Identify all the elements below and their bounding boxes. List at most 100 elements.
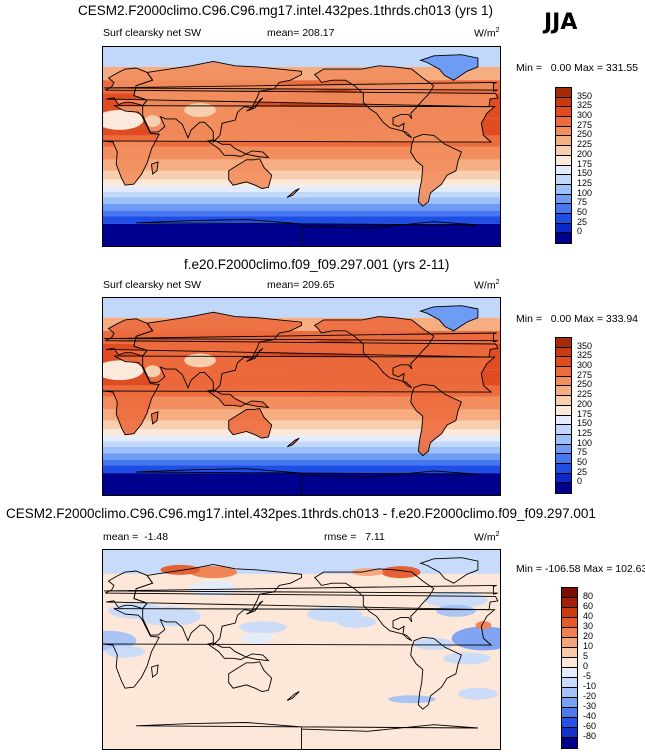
coastline-indonesia — [206, 642, 270, 662]
colorbar-tick-label: 25 — [577, 466, 588, 477]
land-fill-uk — [104, 333, 498, 342]
field-band — [103, 179, 500, 187]
colorbar-cell — [556, 117, 571, 127]
colorbar-cell — [562, 728, 577, 738]
anomaly-region — [436, 604, 476, 617]
colorbar-tick-label: 80 — [583, 591, 594, 601]
colorbar-tick-label: 20 — [583, 631, 594, 641]
field-band — [103, 420, 500, 430]
coastline-greenland — [419, 54, 479, 81]
colorbar-cell — [556, 213, 571, 224]
coastline-uk — [104, 332, 498, 343]
anomaly-region — [387, 695, 436, 704]
arabia-region — [144, 115, 161, 128]
colorbar-tick-label: 175 — [577, 158, 593, 169]
coastline-nz — [286, 691, 300, 701]
coastline-samer — [410, 636, 462, 710]
colorbar-tick-label: 275 — [577, 369, 593, 380]
colorbar-tick-label: 225 — [577, 389, 593, 400]
colorbar-cell — [562, 648, 577, 658]
panel2-units: W/m2 — [474, 279, 500, 292]
field-band — [103, 170, 500, 180]
land-fill-asia — [133, 61, 302, 143]
colorbar-cell — [562, 588, 577, 598]
coastline-japan — [246, 347, 264, 362]
field-band — [103, 191, 500, 198]
colorbar-tick-label: -40 — [583, 711, 597, 721]
colorbar-tick-label: -30 — [583, 701, 597, 711]
field-band — [103, 441, 500, 447]
colorbar-tick-label: 250 — [577, 129, 593, 140]
anomaly-region — [137, 606, 201, 627]
panel3-map — [102, 549, 501, 750]
coastline-uk — [104, 81, 498, 92]
anomaly-region — [241, 632, 274, 645]
colorbar-tick-label: -60 — [583, 721, 597, 731]
colorbar-tick-label: 150 — [577, 168, 593, 179]
field-band — [103, 453, 500, 460]
coastline-africa — [103, 355, 496, 436]
arabia-region — [144, 365, 161, 378]
field-band — [103, 159, 500, 171]
coastline-uk — [104, 584, 498, 595]
panel3-title: CESM2.F2000climo.C96.C96.mg17.intel.432p… — [6, 506, 596, 521]
colorbar-cell — [562, 638, 577, 648]
colorbar-tick-label: 5 — [583, 651, 589, 661]
colorbar-tick-label: 75 — [577, 197, 588, 208]
map-canvas — [103, 47, 500, 246]
colorbar-tick-label: 100 — [577, 187, 593, 198]
coastline-asia — [133, 311, 302, 394]
colorbar-cell — [556, 425, 571, 435]
panel2-variable: Surf clearsky net SW — [103, 279, 202, 291]
colorbar-cell — [556, 233, 571, 243]
colorbar-tick-label: 250 — [577, 379, 593, 390]
colorbar-tick-label: -5 — [583, 671, 592, 681]
colorbar-tick-label: 50 — [577, 456, 588, 467]
colorbar-cell — [556, 194, 571, 205]
colorbar-tick-label: 30 — [583, 621, 594, 631]
panel1-minmax: Min = 0.00 Max = 331.55 — [516, 62, 639, 74]
colorbar-cell — [556, 126, 571, 137]
colorbar-cell — [556, 357, 571, 368]
colorbar-cell — [562, 628, 577, 638]
colorbar-cell — [556, 367, 571, 377]
colorbar-tick-label: -10 — [583, 681, 597, 691]
coastline-madagascar — [151, 161, 159, 175]
panel2-title: f.e20.F2000climo.f09_f09.297.001 (yrs 2-… — [184, 257, 450, 272]
coastline-antarctica — [136, 722, 478, 749]
coastline-australia — [228, 158, 273, 189]
coastline-asia — [133, 60, 302, 144]
colorbar-tick-label: 350 — [577, 340, 593, 351]
colorbar-cell — [562, 738, 577, 748]
panel3-mean: mean = -1.48 — [103, 531, 169, 543]
colorbar-tick-label: 125 — [577, 427, 593, 438]
tibet-region — [184, 353, 216, 368]
colorbar-tick-label: 300 — [577, 360, 593, 371]
colorbar-tick-label: 350 — [577, 90, 593, 101]
colorbar-cell — [556, 204, 571, 214]
season-label: JJA — [544, 10, 578, 35]
colorbar-cell — [556, 165, 571, 176]
field-band — [103, 47, 500, 67]
colorbar-cell — [562, 658, 577, 668]
field-band — [103, 298, 500, 318]
anomaly-region — [351, 568, 384, 577]
colorbar-cell — [556, 473, 571, 484]
field-band — [103, 446, 500, 454]
coastline-greenland — [419, 305, 479, 332]
colorbar-cell — [556, 338, 571, 348]
colorbar-cell — [556, 107, 571, 118]
colorbar-cell — [556, 483, 571, 493]
colorbar-cell — [556, 347, 571, 358]
field-band — [103, 429, 500, 436]
colorbar-cell — [562, 698, 577, 708]
panel1-map — [102, 46, 501, 247]
field-band — [103, 465, 500, 474]
field-band — [103, 210, 500, 217]
colorbar-tick-label: 275 — [577, 119, 593, 130]
colorbar-tick-label: 200 — [577, 148, 593, 159]
colorbar-tick-label: 0 — [577, 226, 583, 237]
anomaly-region — [103, 630, 137, 651]
coastline-nz — [286, 437, 300, 448]
panel1-title: CESM2.F2000climo.C96.C96.mg17.intel.432p… — [78, 3, 493, 18]
